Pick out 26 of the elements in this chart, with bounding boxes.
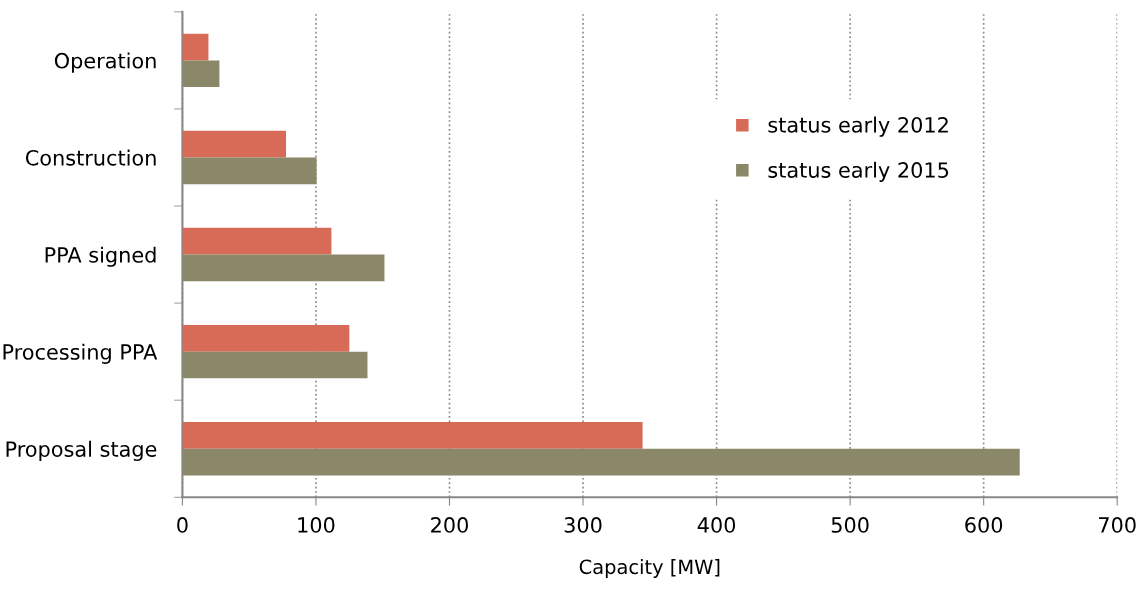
bar bbox=[182, 157, 317, 185]
x-tick-label: 200 bbox=[431, 517, 468, 533]
y-tick-label: Proposal stage bbox=[6, 440, 157, 461]
x-axis-title: Capacity [MW] bbox=[579, 559, 720, 578]
x-tick-label: 500 bbox=[831, 517, 869, 533]
bar bbox=[182, 227, 332, 255]
x-tick-label: 100 bbox=[298, 517, 335, 533]
y-tick-label: Construction bbox=[25, 149, 156, 166]
x-tick-label: 700 bbox=[1099, 517, 1136, 533]
bar bbox=[182, 351, 368, 379]
x-tick-label: 0 bbox=[177, 517, 188, 533]
y-tick-label: Processing PPA bbox=[3, 343, 158, 364]
bar bbox=[182, 130, 287, 158]
y-tick-label: PPA signed bbox=[45, 246, 156, 267]
bar bbox=[182, 60, 220, 88]
bar bbox=[182, 448, 1020, 476]
bar bbox=[182, 254, 385, 282]
x-tick-label: 600 bbox=[965, 517, 1003, 533]
bar bbox=[182, 324, 350, 352]
bar bbox=[182, 33, 209, 61]
x-tick-label: 300 bbox=[564, 517, 602, 533]
legend-label: status early 2015 bbox=[768, 161, 949, 182]
bar bbox=[182, 422, 643, 449]
x-tick-label: 400 bbox=[697, 517, 736, 533]
y-tick-label: Operation bbox=[54, 52, 156, 73]
legend-label: status early 2012 bbox=[768, 116, 948, 137]
